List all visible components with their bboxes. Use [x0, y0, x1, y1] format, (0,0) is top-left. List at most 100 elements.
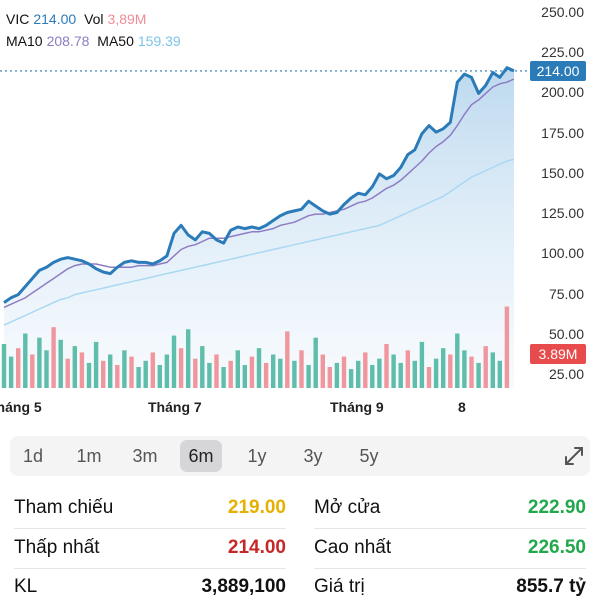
volume-bar [356, 360, 361, 388]
volume-bar [412, 360, 417, 388]
volume-bar [249, 356, 255, 388]
stat-value: 219.00 [227, 497, 286, 518]
volume-bar [1, 344, 7, 388]
stat-value: 3,889,100 [201, 576, 286, 597]
stat-value: 214.00 [227, 537, 286, 558]
y-tick-label: 225.00 [541, 44, 584, 61]
volume-bar [483, 346, 488, 388]
price-line [3, 66, 515, 304]
price-chart[interactable]: VIC 214.00 Vol 3,89M MA10 208.78 MA50 159.39… [0, 0, 600, 420]
volume-bar [504, 306, 510, 388]
volume-bar [200, 346, 205, 388]
y-tick-label: 250.00 [541, 4, 584, 20]
volume-bar [263, 362, 269, 388]
range-button-5y[interactable]: 5y [359, 446, 379, 466]
range-button-1d[interactable]: 1d [22, 446, 44, 466]
price-area [4, 67, 514, 388]
volume-bar [377, 358, 382, 388]
range-button-6m[interactable]: 6m [180, 440, 222, 472]
volume-bar [235, 350, 240, 388]
volume-bar [101, 360, 106, 388]
legend-ma-row: MA10 208.78 MA50 159.39 [6, 32, 185, 50]
stat-value: 226.50 [527, 537, 586, 558]
volume-bar [469, 356, 474, 388]
volume-bar [164, 354, 170, 388]
volume-bar [497, 360, 502, 388]
stat-reference: Tham chiếu 219.00 [14, 490, 286, 526]
volume-bar [334, 362, 340, 388]
volume-bar [462, 350, 467, 388]
volume-bar [186, 329, 191, 388]
volume-bar [441, 348, 446, 388]
volume-bar [313, 337, 318, 388]
volume-bar [341, 356, 347, 388]
range-button-1m[interactable]: 1m [76, 446, 102, 466]
volume-bar [271, 354, 276, 388]
range-button-3y[interactable]: 3y [303, 446, 323, 466]
volume-bar [363, 352, 368, 388]
y-tick-label: 75.00 [548, 285, 584, 302]
volume-bar [30, 354, 35, 388]
volume-bar [455, 333, 460, 388]
volume-bar [122, 350, 127, 388]
legend-ma10: 208.78 [46, 33, 90, 49]
range-selector: 1d 1m 3m 6m 1y 3y 5y [10, 436, 590, 476]
volume-bar [37, 337, 42, 388]
volume-bar [129, 356, 134, 388]
stat-label: Mở cửa [314, 497, 381, 518]
volume-bar [86, 362, 92, 388]
volume-bar [193, 358, 198, 388]
stat-value-traded: Giá trị 855.7 tỷ [314, 569, 586, 605]
x-tick-label: Tháng 7 [148, 399, 202, 415]
volume-bar [278, 358, 283, 388]
stat-label: Thấp nhất [14, 537, 100, 558]
volume-bar [108, 354, 113, 388]
divider [14, 568, 286, 569]
divider [314, 568, 586, 569]
x-tick-label: Tháng 5 [0, 399, 42, 415]
volume-bar [256, 348, 262, 388]
stat-label: Cao nhất [314, 537, 392, 558]
volume-bar [320, 354, 325, 388]
x-tick-label: Tháng 9 [330, 399, 384, 415]
volume-bar [327, 367, 332, 388]
legend-vol: 3,89M [107, 11, 147, 27]
volume-bar [242, 365, 247, 388]
y-tick-label: 125.00 [541, 205, 584, 222]
legend-price: 214.00 [33, 11, 77, 27]
volume-bar [115, 365, 120, 388]
volume-bar [143, 360, 148, 388]
y-tick-label: 50.00 [548, 325, 584, 342]
stat-label: Tham chiếu [14, 497, 114, 518]
volume-bar [136, 367, 141, 388]
volume-bar [476, 362, 481, 388]
y-tick-label: 25.00 [548, 366, 584, 382]
volume-bar [214, 354, 219, 388]
range-button-3m[interactable]: 3m [132, 446, 158, 466]
legend-ma50: 159.39 [137, 33, 181, 49]
volume-bar [306, 365, 311, 388]
expand-icon[interactable] [562, 444, 586, 468]
volume-bar [58, 339, 63, 388]
volume-bar [490, 352, 495, 388]
volume-bar [178, 348, 184, 388]
last-volume-tag: 3.89M [530, 344, 586, 364]
stat-label: KL [14, 576, 38, 597]
x-tick-label: 8 [458, 399, 466, 415]
volume-bar [221, 367, 226, 388]
legend-ma10-label: MA10 [6, 33, 43, 49]
y-tick-label: 175.00 [541, 124, 584, 141]
range-button-1y[interactable]: 1y [247, 446, 267, 466]
volume-bar [51, 327, 56, 388]
legend-price-row: VIC 214.00 Vol 3,89M [6, 10, 150, 28]
volume-bar [44, 350, 49, 388]
ma50-line [3, 158, 515, 326]
volume-bar [419, 341, 425, 388]
volume-bar [448, 354, 453, 388]
volume-bar [391, 354, 396, 388]
stat-value: 855.7 tỷ [516, 576, 586, 597]
stat-label: Giá trị [314, 576, 365, 597]
volume-bar [348, 369, 354, 388]
volume-bar [292, 360, 297, 388]
volume-bar [384, 344, 389, 388]
